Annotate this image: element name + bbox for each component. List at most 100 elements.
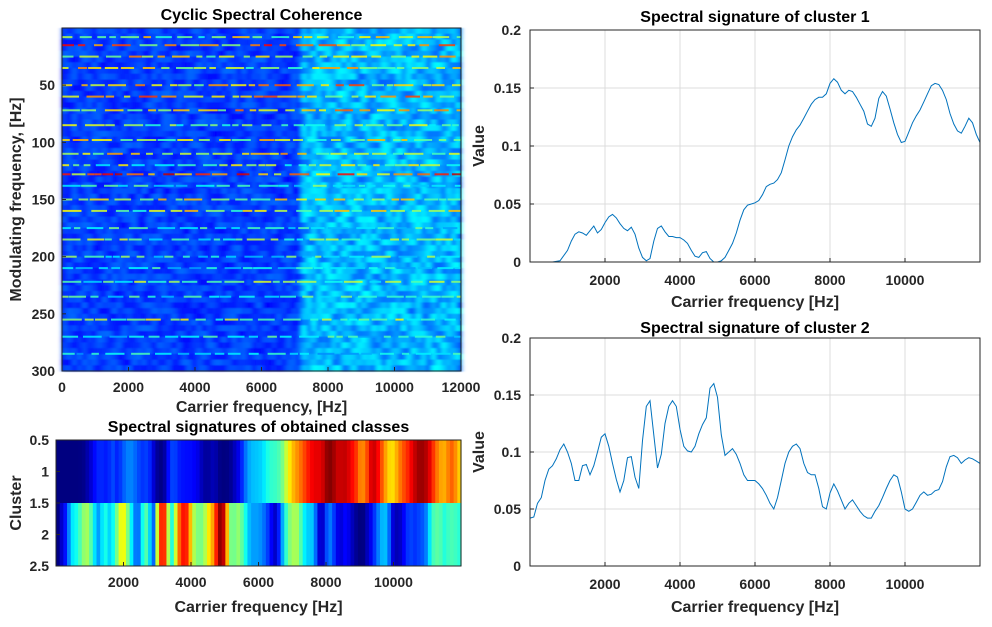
heatmap-cell — [256, 102, 263, 109]
heatmap-cell — [186, 176, 193, 183]
heatmap-cell — [366, 165, 372, 172]
heatmap-cell — [166, 313, 173, 321]
heatmap-cell — [62, 125, 68, 132]
heatmap-cell — [216, 113, 223, 121]
heatmap-cell — [426, 119, 432, 126]
heatmap-cell — [121, 153, 128, 161]
heatmap-cell — [151, 142, 158, 149]
heatmap-cell — [381, 28, 387, 35]
heatmap-cell — [306, 348, 312, 355]
heatmap-cell — [196, 28, 203, 35]
heatmap-cell — [331, 285, 337, 292]
heatmap-cell — [366, 222, 372, 229]
heatmap-cell — [291, 45, 297, 52]
heatmap-cell — [126, 251, 133, 258]
heatmap-cell — [306, 73, 312, 80]
heatmap-cell — [136, 79, 143, 86]
heatmap-cell — [336, 28, 342, 35]
heatmap-cell — [416, 90, 422, 98]
heatmap-cell — [331, 302, 337, 309]
heatmap-cell — [216, 119, 223, 126]
heatmap-cell — [376, 39, 382, 46]
heatmap-cell — [421, 353, 427, 361]
heatmap-cell — [101, 73, 108, 80]
heatmap-cell — [191, 159, 198, 166]
harmonic-line-segment — [81, 109, 96, 112]
heatmap-cell — [381, 142, 387, 149]
heatmap-cell — [136, 148, 143, 155]
heatmap-cell — [236, 268, 243, 275]
heatmap-cell — [121, 79, 128, 86]
heatmap-cell — [351, 188, 357, 195]
heatmap-cell — [451, 302, 457, 309]
heatmap-cell — [91, 313, 98, 321]
heatmap-cell — [351, 336, 357, 343]
heatmap-cell — [301, 199, 307, 206]
heatmap-cell — [441, 331, 447, 338]
heatmap-cell — [326, 125, 332, 132]
heatmap-cell — [326, 39, 332, 46]
heatmap-cell — [176, 262, 183, 269]
heatmap-cell — [281, 365, 287, 372]
heatmap-cell — [246, 273, 253, 281]
heatmap-cell — [321, 342, 327, 349]
heatmap-cell — [246, 153, 253, 161]
heatmap-cell — [246, 142, 253, 149]
heatmap-cell — [436, 79, 442, 86]
heatmap-cell — [421, 165, 427, 172]
heatmap-cell — [361, 188, 367, 195]
heatmap-cell — [411, 228, 417, 235]
heatmap-cell — [281, 130, 287, 138]
heatmap-cell — [306, 96, 312, 103]
heatmap-cell — [431, 285, 437, 292]
heatmap-cell — [411, 336, 417, 343]
heatmap-cell — [236, 28, 243, 35]
heatmap-cell — [441, 228, 447, 235]
heatmap-cell — [296, 239, 302, 246]
heatmap-cell — [86, 285, 93, 292]
heatmap-cell — [391, 68, 397, 75]
heatmap-cell — [146, 85, 153, 92]
heatmap-cell — [196, 68, 203, 75]
heatmap-cell — [101, 56, 108, 63]
heatmap-cell — [306, 256, 312, 263]
heatmap-cell — [306, 210, 312, 218]
heatmap-cell — [386, 119, 392, 126]
heatmap-cell — [436, 153, 442, 161]
heatmap-cell — [286, 325, 292, 332]
heatmap-cell — [106, 336, 113, 343]
heatmap-cell — [146, 285, 153, 292]
heatmap-cell — [126, 62, 133, 69]
heatmap-cell — [276, 130, 283, 138]
heatmap-cell — [316, 216, 322, 223]
heatmap-cell — [406, 73, 412, 80]
heatmap-cell — [91, 142, 98, 149]
heatmap-cell — [441, 239, 447, 246]
heatmap-cell — [186, 313, 193, 321]
heatmap-cell — [381, 73, 387, 80]
heatmap-cell — [116, 268, 123, 275]
heatmap-cell — [266, 205, 273, 212]
heatmap-cell — [416, 319, 422, 326]
heatmap-cell — [406, 153, 412, 161]
heatmap-cell — [391, 296, 397, 303]
heatmap-cell — [136, 62, 143, 69]
heatmap-cell — [181, 68, 188, 75]
heatmap-cell — [281, 102, 287, 109]
heatmap-cell — [131, 262, 138, 269]
heatmap-cell — [386, 268, 392, 275]
heatmap-cell — [366, 28, 372, 35]
heatmap-cell — [62, 302, 68, 309]
heatmap-cell — [366, 285, 372, 292]
heatmap-cell — [62, 273, 68, 281]
heatmap-cell — [156, 119, 163, 126]
heatmap-cell — [141, 222, 148, 229]
heatmap-cell — [221, 353, 228, 361]
heatmap-cell — [156, 216, 163, 223]
heatmap-cell — [231, 210, 238, 218]
heatmap-cell — [331, 273, 337, 281]
heatmap-cell — [62, 245, 68, 252]
heatmap-cell — [331, 210, 337, 218]
heatmap-cell — [146, 251, 153, 258]
heatmap-cell — [91, 331, 98, 338]
